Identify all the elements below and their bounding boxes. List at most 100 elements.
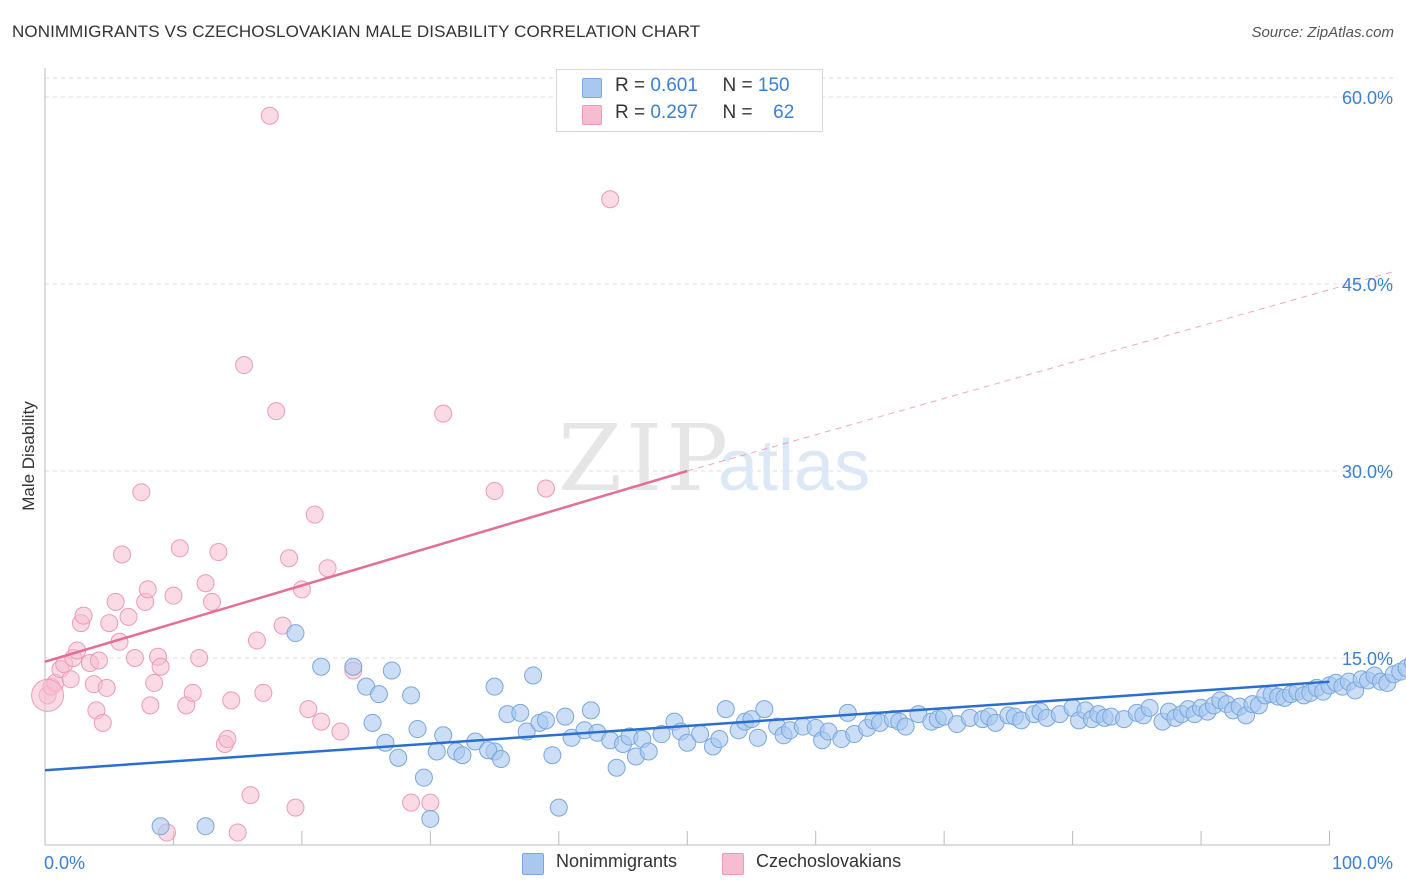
nonimmigrant-point: [543, 746, 562, 765]
r-label: R =: [615, 102, 646, 123]
legend-swatch-pink: [722, 853, 744, 875]
n-label: N =: [722, 102, 753, 123]
nonimmigrant-point: [376, 733, 395, 752]
nonimmigrant-point: [511, 703, 530, 722]
czechoslovakian-point: [218, 730, 237, 749]
nonimmigrant-point: [549, 798, 568, 817]
x-tick-label: 0.0%: [44, 853, 85, 873]
czechoslovakian-point: [421, 793, 440, 812]
czechoslovakian-point: [138, 580, 157, 599]
nonimmigrant-point: [382, 661, 401, 680]
source-label: Source: ZipAtlas.com: [1251, 24, 1394, 41]
nonimmigrant-point: [581, 701, 600, 720]
nonimmigrant-point: [691, 725, 710, 744]
czechoslovakian-point: [119, 607, 138, 626]
czechoslovakian-point: [190, 649, 209, 667]
czechoslovakian-point: [235, 356, 254, 375]
nonimmigrants-trend-line: [44, 680, 1330, 772]
czechoslovakian-point: [151, 657, 170, 676]
nonimmigrant-point: [710, 730, 729, 749]
nonimmigrant-point: [344, 657, 363, 676]
nonimmigrant-point: [421, 809, 440, 828]
r-label: R =: [615, 75, 646, 96]
nonimmigrant-point: [427, 742, 446, 761]
czechoslovakian-point: [241, 786, 260, 805]
czechoslovakian-point: [113, 545, 132, 564]
y-tick-label: 45.0%: [1342, 275, 1393, 295]
nonimmigrant-point: [896, 717, 915, 736]
y-axis-label: Male Disability: [19, 401, 38, 511]
nonimmigrant-point: [755, 700, 774, 719]
czechoslovakian-point: [74, 606, 93, 625]
czechoslovakian-point: [170, 539, 189, 558]
czechoslovakian-point: [145, 673, 164, 692]
czechoslovakian-point: [299, 700, 318, 719]
watermark-zip: ZIP: [558, 405, 732, 512]
czechoslovakian-point: [267, 402, 286, 421]
n-value: 62: [773, 102, 795, 123]
legend-swatch-blue: [582, 78, 602, 98]
watermark: ZIP atlas: [558, 405, 870, 512]
nonimmigrants-points: [151, 624, 1406, 836]
trend-lines: [44, 271, 1394, 772]
czechoslovakian-point: [247, 631, 266, 650]
r-value: 0.601: [650, 75, 698, 96]
nonimmigrant-point: [838, 703, 857, 722]
nonimmigrant-point: [369, 685, 388, 704]
czechoslovakian-point: [222, 691, 241, 710]
nonimmigrant-point: [453, 746, 472, 765]
nonimmigrant-point: [556, 707, 575, 726]
czechoslovakian-point: [202, 592, 221, 611]
czechoslovakian-point: [141, 696, 160, 715]
nonimmigrant-point: [485, 677, 504, 696]
legend-swatch-blue: [522, 853, 544, 875]
y-tick-label: 30.0%: [1342, 462, 1393, 482]
czechoslovakian-point: [318, 559, 337, 578]
czechoslovakian-point: [228, 823, 247, 842]
nonimmigrant-point: [402, 686, 421, 705]
czechoslovakian-point: [536, 479, 555, 498]
nonimmigrant-point: [652, 725, 671, 744]
nonimmigrant-point: [151, 817, 170, 836]
nonimmigrant-point: [607, 758, 626, 777]
y-tick-label: 15.0%: [1342, 649, 1393, 669]
czechoslovakian-point: [434, 404, 453, 423]
nonimmigrant-point: [639, 742, 658, 761]
czechoslovakians-trend-extension: [687, 271, 1394, 472]
nonimmigrant-point: [312, 657, 331, 676]
czechoslovakian-point: [286, 798, 305, 817]
axes: [44, 68, 1330, 846]
czechoslovakian-point: [254, 683, 273, 702]
nonimmigrant-point: [678, 733, 697, 752]
czechoslovakian-point: [31, 678, 65, 712]
czechoslovakian-point: [601, 190, 620, 209]
nonimmigrant-point: [491, 749, 510, 768]
czechoslovakian-point: [196, 574, 215, 593]
czechoslovakian-point: [183, 683, 202, 702]
nonimmigrant-point: [536, 711, 555, 730]
nonimmigrant-point: [196, 817, 215, 836]
legend-label: Nonimmigrants: [556, 851, 678, 871]
czechoslovakian-point: [164, 586, 183, 605]
n-value: 150: [757, 75, 790, 96]
nonimmigrant-point: [1397, 658, 1406, 677]
n-label: N =: [722, 75, 753, 96]
czechoslovakian-point: [106, 592, 125, 611]
czechoslovakian-point: [209, 543, 228, 562]
czechoslovakians-trend-line: [44, 469, 688, 663]
nonimmigrant-point: [748, 728, 767, 747]
legend-label: Czechoslovakians: [756, 851, 902, 871]
nonimmigrant-point: [742, 710, 761, 729]
czechoslovakian-point: [305, 505, 324, 524]
czechoslovakian-point: [280, 549, 299, 568]
nonimmigrant-point: [363, 713, 382, 732]
czechoslovakian-point: [402, 793, 421, 812]
stats-legend: R = 0.601 N = 150 R = 0.297 N = 62: [556, 69, 823, 132]
czechoslovakian-point: [312, 712, 331, 731]
r-value: 0.297: [650, 102, 698, 123]
nonimmigrant-point: [479, 741, 498, 760]
czechoslovakian-point: [89, 651, 108, 670]
czechoslovakian-point: [125, 649, 144, 667]
chart-title: NONIMMIGRANTS VS CZECHOSLOVAKIAN MALE DI…: [12, 22, 701, 41]
czechoslovakian-point: [97, 678, 116, 697]
